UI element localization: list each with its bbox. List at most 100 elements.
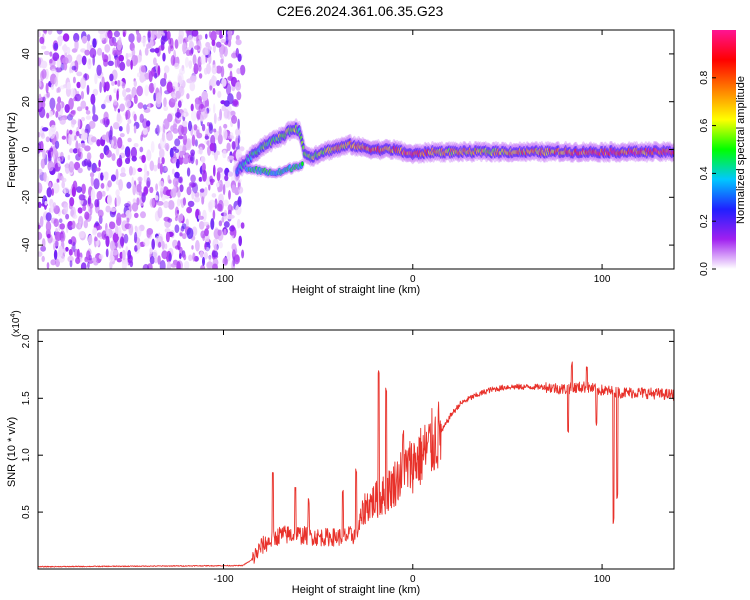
noise-speckle <box>222 184 226 196</box>
noise-speckle <box>125 109 131 120</box>
noise-speckle <box>50 83 55 90</box>
noise-speckle <box>59 85 65 90</box>
noise-speckle <box>63 202 69 215</box>
spectrogram-x-tick-label: 0 <box>410 274 416 285</box>
noise-speckle <box>96 139 101 147</box>
noise-speckle <box>78 231 85 239</box>
noise-speckle <box>200 156 206 163</box>
noise-speckle <box>117 108 121 113</box>
noise-speckle <box>109 260 113 269</box>
noise-speckle <box>136 72 141 78</box>
noise-speckle <box>202 221 210 226</box>
noise-speckle <box>105 205 111 213</box>
noise-speckle <box>103 59 109 67</box>
noise-speckle <box>72 148 78 154</box>
noise-speckle <box>140 134 143 142</box>
noise-speckle <box>188 60 193 69</box>
noise-speckle <box>105 118 110 126</box>
noise-speckle <box>235 35 240 41</box>
noise-speckle <box>62 57 69 65</box>
noise-speckle <box>58 245 63 257</box>
noise-speckle <box>188 120 192 132</box>
noise-speckle <box>69 148 74 154</box>
noise-speckle <box>210 218 215 230</box>
noise-speckle <box>153 164 158 172</box>
noise-speckle <box>183 112 187 118</box>
noise-speckle <box>186 186 192 196</box>
noise-speckle <box>201 196 205 205</box>
noise-speckle <box>143 238 150 247</box>
noise-speckle <box>47 150 51 159</box>
noise-speckle <box>156 201 164 206</box>
noise-speckle <box>80 100 87 109</box>
noise-speckle <box>198 73 203 79</box>
snr-y-tick-label: 2.0 <box>21 334 32 348</box>
noise-speckle <box>47 160 54 172</box>
noise-speckle <box>38 30 41 38</box>
noise-speckle <box>95 239 100 247</box>
noise-speckle <box>116 114 123 125</box>
noise-speckle <box>126 94 133 100</box>
noise-speckle <box>174 39 179 49</box>
noise-speckle <box>149 256 155 265</box>
noise-speckle <box>186 227 194 239</box>
noise-speckle <box>179 232 183 237</box>
noise-speckle <box>125 210 132 221</box>
noise-speckle <box>218 241 223 249</box>
noise-speckle <box>114 80 118 85</box>
noise-speckle <box>78 221 82 229</box>
noise-speckle <box>68 129 73 135</box>
noise-speckle <box>64 162 70 174</box>
noise-speckle <box>77 207 83 214</box>
noise-speckle <box>231 115 238 124</box>
noise-speckle <box>213 113 217 125</box>
noise-speckle <box>209 142 215 152</box>
noise-speckle <box>230 110 236 117</box>
noise-speckle <box>187 35 193 43</box>
noise-speckle <box>198 65 202 72</box>
noise-speckle <box>218 125 222 136</box>
noise-speckle <box>161 157 165 165</box>
noise-speckle <box>70 88 76 98</box>
noise-speckle <box>237 196 242 208</box>
noise-speckle <box>121 249 126 261</box>
noise-speckle <box>212 87 216 95</box>
noise-speckle <box>43 50 50 56</box>
noise-speckle <box>102 117 106 126</box>
noise-speckle <box>149 186 154 194</box>
noise-speckle <box>208 255 212 264</box>
colorbar-scale <box>712 30 736 269</box>
noise-speckle <box>62 33 70 42</box>
noise-speckle <box>114 57 118 68</box>
noise-speckle <box>159 260 166 269</box>
noise-speckle <box>109 94 112 102</box>
snr-series-line <box>38 361 674 568</box>
noise-speckle <box>178 85 185 97</box>
noise-speckle <box>89 206 93 216</box>
noise-speckle <box>181 42 187 54</box>
chart-title: C2E6.2024.361.06.35.G23 <box>277 3 444 19</box>
noise-speckle <box>45 136 50 143</box>
noise-speckle <box>56 30 63 35</box>
noise-speckle <box>123 233 129 244</box>
noise-speckle <box>38 142 42 154</box>
noise-speckle <box>98 254 104 260</box>
noise-speckle <box>93 178 100 190</box>
noise-speckle <box>210 75 218 87</box>
noise-speckle <box>99 81 102 94</box>
spectrogram-y-axis-label: Frequency (Hz) <box>6 112 18 188</box>
noise-speckle <box>223 108 230 119</box>
noise-speckle <box>212 263 218 269</box>
noise-speckle <box>84 211 90 220</box>
noise-speckle <box>210 180 214 186</box>
noise-speckle <box>72 214 78 220</box>
noise-speckle <box>211 39 216 46</box>
noise-speckle <box>103 111 109 121</box>
noise-speckle <box>50 259 57 266</box>
noise-speckle <box>123 261 129 267</box>
noise-speckle <box>169 147 174 159</box>
noise-speckle <box>217 199 224 212</box>
noise-speckle <box>68 239 73 245</box>
noise-speckle <box>38 201 42 208</box>
noise-speckle <box>159 163 163 175</box>
